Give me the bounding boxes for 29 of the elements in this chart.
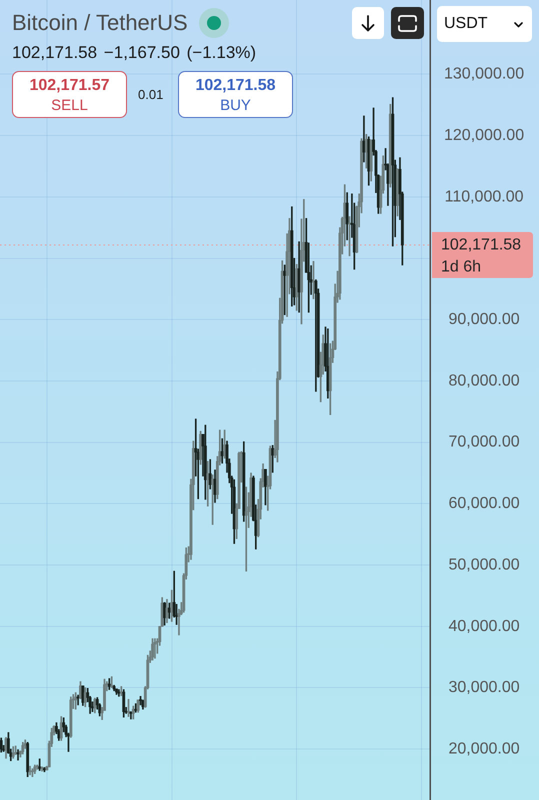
candlestick bbox=[154, 638, 156, 659]
candlestick bbox=[16, 749, 20, 760]
annotation: 102,171.58 bbox=[194, 76, 277, 96]
annotation: 102,171.57 bbox=[28, 76, 111, 96]
candlestick bbox=[76, 694, 80, 706]
y-tick-label: 130,000.00 bbox=[444, 66, 524, 83]
sell-button: 102,171.57 SELL bbox=[12, 71, 127, 118]
buy-button: 102,171.58 BUY bbox=[178, 71, 293, 118]
candlestick bbox=[312, 261, 315, 300]
y-tick-label: 20,000.00 bbox=[448, 740, 520, 758]
y-tick-label: 90,000.00 bbox=[448, 311, 520, 328]
y-tick-label: 60,000.00 bbox=[448, 495, 520, 512]
y-tick-label: 50,000.00 bbox=[448, 556, 520, 574]
y-tick-label: 80,000.00 bbox=[448, 372, 520, 390]
y-tick-label: 120,000.00 bbox=[444, 126, 524, 144]
ref-line-label: 102,171.58 bbox=[441, 236, 522, 254]
y-tick-label: 30,000.00 bbox=[448, 679, 520, 696]
annotation: 0.01 bbox=[138, 87, 164, 103]
y-tick-label: 110,000.00 bbox=[444, 188, 524, 206]
text: 1d 6h bbox=[441, 258, 482, 276]
currency-dropdown: USDT bbox=[437, 6, 532, 42]
candlestick bbox=[129, 711, 132, 720]
candlestick bbox=[348, 216, 351, 256]
text: 102,171.58 −1,167.50 (−1.13%) bbox=[12, 43, 256, 63]
annotation: BUY bbox=[219, 96, 252, 115]
y-tick-label: 40,000.00 bbox=[448, 618, 520, 635]
text: Bitcoin / TetherUS bbox=[12, 9, 188, 37]
y-tick-label: 70,000.00 bbox=[448, 434, 520, 451]
annotation: SELL bbox=[50, 96, 89, 115]
